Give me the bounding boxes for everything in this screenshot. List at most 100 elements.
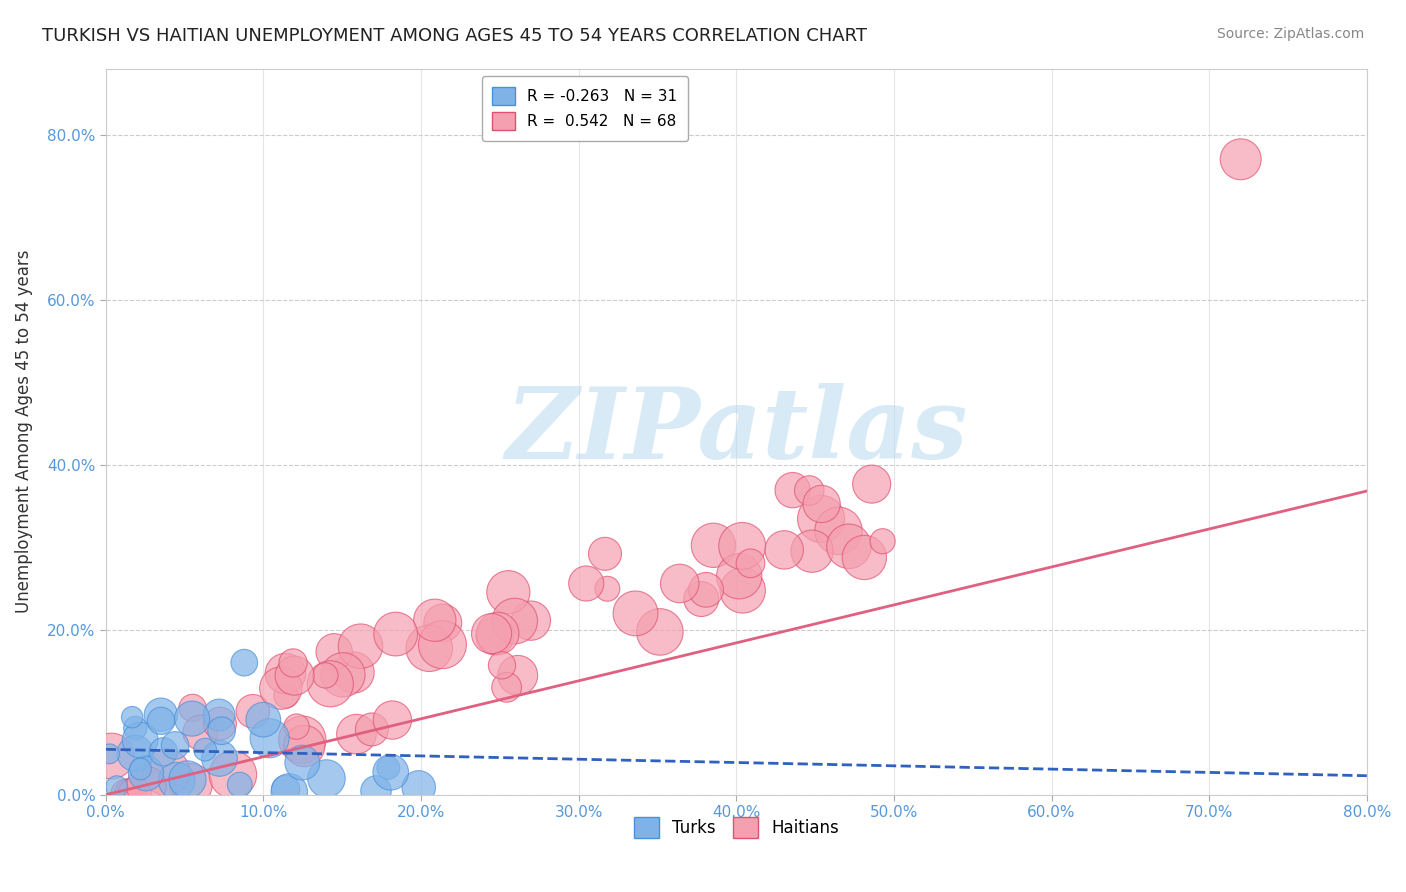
Point <box>1229 153 1251 167</box>
Point <box>801 544 824 558</box>
Point <box>384 627 406 641</box>
Point <box>285 720 308 734</box>
Point <box>520 614 543 628</box>
Point <box>222 767 245 781</box>
Point <box>181 712 204 726</box>
Point <box>810 497 832 511</box>
Point <box>229 778 252 792</box>
Point <box>503 614 526 628</box>
Point <box>208 716 231 731</box>
Point <box>135 766 157 780</box>
Text: Source: ZipAtlas.com: Source: ZipAtlas.com <box>1216 27 1364 41</box>
Point <box>274 782 297 797</box>
Point <box>690 592 713 607</box>
Point <box>346 727 368 741</box>
Point <box>498 585 520 599</box>
Point <box>281 656 304 670</box>
Point <box>648 624 671 639</box>
Point <box>495 681 517 695</box>
Text: ZIPatlas: ZIPatlas <box>505 384 967 480</box>
Point <box>315 772 337 786</box>
Point <box>827 524 849 538</box>
Point <box>349 639 371 653</box>
Point <box>121 710 143 724</box>
Point <box>799 483 821 498</box>
Point <box>332 668 354 682</box>
Point <box>695 582 717 597</box>
Point <box>323 645 346 659</box>
Point <box>135 779 157 793</box>
Point <box>98 747 121 761</box>
Point <box>853 550 876 565</box>
Point <box>155 765 177 780</box>
Point <box>278 785 301 799</box>
Text: TURKISH VS HAITIAN UNEMPLOYMENT AMONG AGES 45 TO 54 YEARS CORRELATION CHART: TURKISH VS HAITIAN UNEMPLOYMENT AMONG AG… <box>42 27 868 45</box>
Point <box>270 681 292 695</box>
Point <box>575 576 598 591</box>
Point <box>124 747 146 761</box>
Point <box>259 731 281 746</box>
Point <box>423 613 446 627</box>
Point <box>484 629 506 643</box>
Point <box>150 714 173 728</box>
Point <box>129 762 152 776</box>
Point <box>491 658 513 673</box>
Point <box>129 733 152 747</box>
Point <box>418 641 440 656</box>
Point <box>810 512 832 526</box>
Point <box>124 721 146 735</box>
Point <box>152 745 174 759</box>
Point <box>838 539 860 553</box>
Point <box>408 780 430 795</box>
Point <box>593 547 616 561</box>
Point <box>773 542 796 557</box>
Point <box>292 739 315 753</box>
Point <box>432 615 454 630</box>
Point <box>252 713 274 727</box>
Point <box>702 538 724 552</box>
Point <box>740 557 762 571</box>
Point <box>596 582 619 596</box>
Point <box>668 576 690 591</box>
Y-axis label: Unemployment Among Ages 45 to 54 years: Unemployment Among Ages 45 to 54 years <box>15 250 32 614</box>
Point <box>284 668 307 682</box>
Point <box>176 772 198 787</box>
Point <box>319 677 342 691</box>
Point <box>194 742 217 756</box>
Point <box>124 788 146 802</box>
Point <box>233 656 256 670</box>
Point <box>342 665 364 680</box>
Point <box>165 739 187 753</box>
Point <box>211 723 233 738</box>
Point <box>242 704 264 718</box>
Point <box>291 732 314 747</box>
Point <box>624 607 647 621</box>
Point <box>377 761 399 775</box>
Point <box>180 778 202 792</box>
Point <box>105 780 128 794</box>
Point <box>506 668 529 682</box>
Point <box>100 749 122 764</box>
Point <box>432 638 454 652</box>
Point <box>364 784 387 798</box>
Point <box>731 583 754 598</box>
Point <box>381 713 404 727</box>
Point <box>115 787 138 801</box>
Point <box>208 708 231 723</box>
Point <box>380 765 402 780</box>
Point <box>166 773 188 788</box>
Point <box>782 483 804 497</box>
Point <box>291 756 314 770</box>
Point <box>731 539 754 553</box>
Point <box>274 666 297 681</box>
Point <box>728 569 751 583</box>
Point <box>314 668 336 682</box>
Point <box>188 725 211 739</box>
Point <box>361 723 384 737</box>
Legend: Turks, Haitians: Turks, Haitians <box>627 811 845 845</box>
Point <box>486 626 509 640</box>
Point <box>872 534 894 549</box>
Point <box>860 477 883 491</box>
Point <box>181 701 204 715</box>
Point <box>276 689 298 703</box>
